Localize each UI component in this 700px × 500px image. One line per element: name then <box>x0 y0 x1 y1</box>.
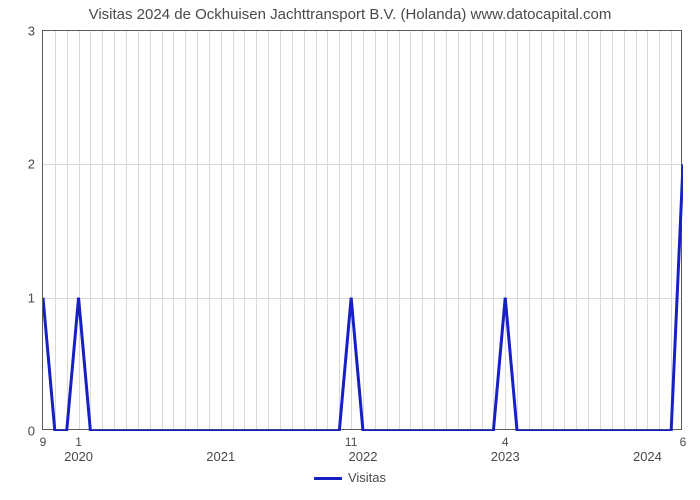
visitas-line <box>43 164 683 431</box>
x-tick-label: 2024 <box>633 429 662 464</box>
chart-container: Visitas 2024 de Ockhuisen Jachttransport… <box>0 0 700 500</box>
data-point-label: 4 <box>502 433 509 449</box>
plot-area: 012320202021202220232024911146 <box>42 30 682 430</box>
y-tick-label: 2 <box>28 157 43 172</box>
legend-swatch <box>314 477 342 480</box>
data-point-label: 1 <box>75 433 82 449</box>
x-tick-label: 2021 <box>206 429 235 464</box>
y-tick-label: 1 <box>28 290 43 305</box>
line-series-layer <box>43 31 683 431</box>
data-point-label: 9 <box>40 433 47 449</box>
data-point-label: 6 <box>680 433 687 449</box>
legend: Visitas <box>0 470 700 485</box>
y-tick-label: 3 <box>28 24 43 39</box>
data-point-label: 11 <box>345 433 357 449</box>
legend-label: Visitas <box>348 470 386 485</box>
chart-title: Visitas 2024 de Ockhuisen Jachttransport… <box>0 6 700 23</box>
